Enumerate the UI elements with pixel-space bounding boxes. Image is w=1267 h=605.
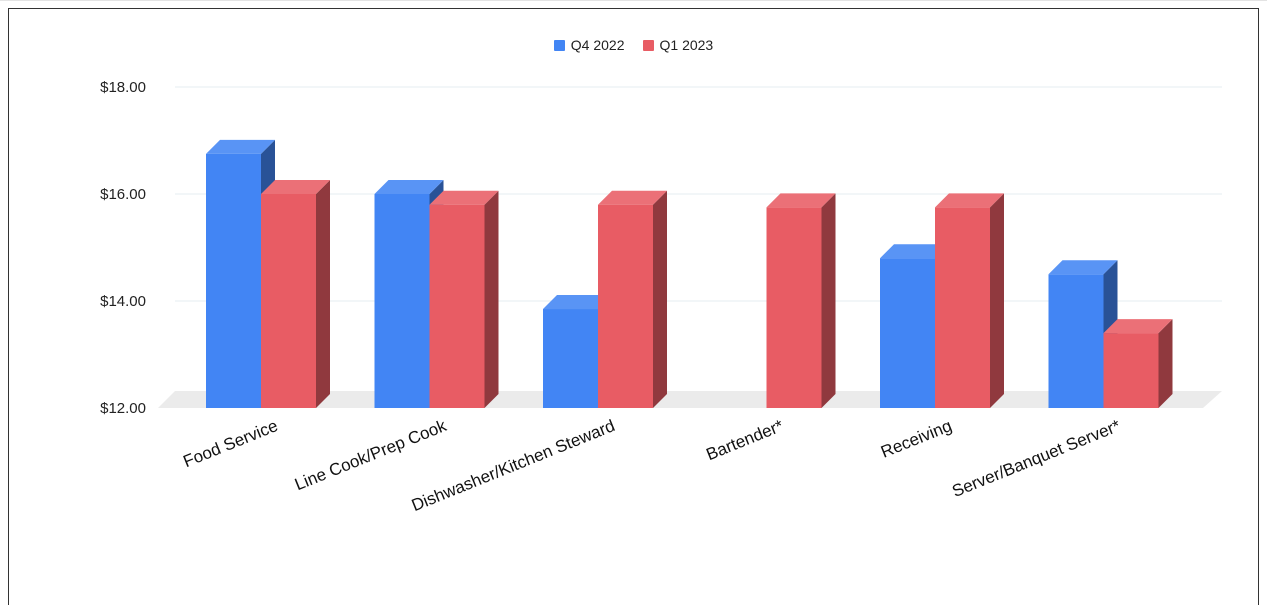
- legend-label-series-2: Q1 2023: [659, 37, 714, 53]
- bar[interactable]: [1048, 260, 1118, 408]
- bar-side-face: [653, 190, 667, 408]
- y-tick-label: $12.00: [100, 400, 146, 417]
- bar-front-face: [374, 194, 430, 408]
- chart-legend: Q4 2022 Q1 2023: [0, 37, 1267, 53]
- x-category-label: Receiving: [878, 416, 954, 462]
- y-axis: $12.00 $14.00 $16.00 $18.00: [100, 79, 146, 417]
- bar-side-face: [1158, 319, 1173, 408]
- bar-side-face: [484, 190, 499, 408]
- bar-front-face: [1048, 274, 1104, 408]
- bar-top-face: [261, 180, 330, 194]
- bar-top-face: [429, 190, 499, 205]
- x-category-label: Bartender*: [704, 416, 787, 464]
- bar-front-face: [543, 309, 598, 408]
- x-axis: Food Service Line Cook/Prep CookDishwashe…: [181, 416, 1124, 515]
- bar-front-face: [206, 153, 261, 408]
- bar[interactable]: [1103, 319, 1173, 408]
- bar-top-face: [935, 193, 1004, 208]
- legend-label-series-1: Q4 2022: [570, 37, 625, 53]
- bar-front-face: [1103, 333, 1159, 408]
- bar-top-face: [880, 244, 949, 259]
- bar-top-face: [206, 139, 275, 154]
- bar-top-face: [598, 190, 667, 205]
- bar-front-face: [598, 204, 653, 408]
- x-category-label: Line Cook/Prep Cook: [292, 416, 449, 494]
- bar[interactable]: [261, 180, 330, 408]
- y-tick-label: $18.00: [100, 79, 146, 96]
- legend-swatch-series-1: [553, 39, 565, 51]
- bar-top-face: [543, 295, 612, 310]
- y-tick-label: $16.00: [100, 186, 146, 203]
- top-border-line: [0, 0, 1267, 1]
- bar-top-face: [1048, 260, 1118, 275]
- bar-front-face: [935, 207, 990, 408]
- bar-top-face: [374, 180, 444, 194]
- bar[interactable]: [935, 193, 1004, 408]
- bar[interactable]: [429, 190, 499, 408]
- legend-item-series-1[interactable]: Q4 2022: [553, 37, 625, 53]
- bar-front-face: [429, 204, 485, 408]
- x-category-label: Server/Banquet Server*: [949, 416, 1123, 501]
- bars-layer: [206, 139, 1173, 408]
- y-tick-label: $14.00: [100, 293, 146, 310]
- bar-top-face: [766, 193, 836, 208]
- bar-front-face: [766, 207, 822, 408]
- bar-side-face: [821, 193, 836, 408]
- bar-side-face: [990, 193, 1004, 408]
- bar[interactable]: [766, 193, 836, 408]
- legend-swatch-series-2: [642, 39, 654, 51]
- bar-front-face: [880, 258, 935, 408]
- x-category-label: Food Service: [181, 416, 281, 471]
- bar-top-face: [1103, 319, 1173, 334]
- legend-item-series-2[interactable]: Q1 2023: [642, 37, 714, 53]
- grid-layer: [175, 86, 1222, 302]
- bar-front-face: [261, 194, 316, 408]
- bar-side-face: [316, 180, 330, 408]
- bar[interactable]: [598, 190, 667, 408]
